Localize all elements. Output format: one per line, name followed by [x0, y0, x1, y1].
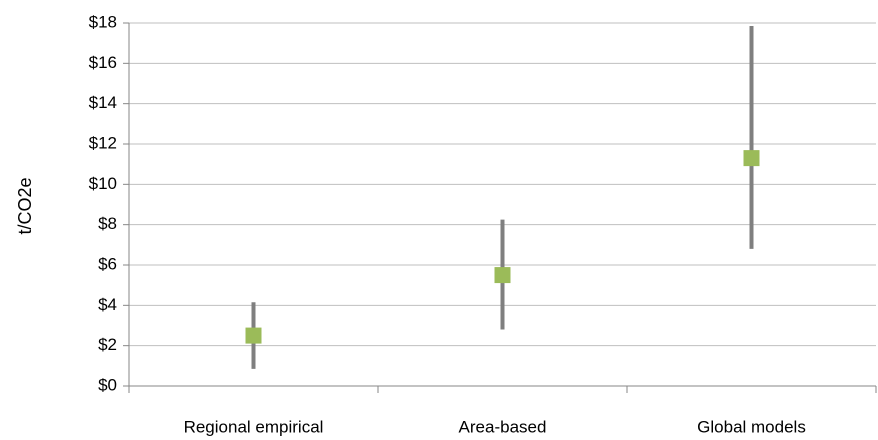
x-tick-labels: Regional empirical Area-based Global model… [184, 417, 806, 436]
y-tick-label: $16 [89, 53, 117, 72]
data-point-marker [495, 267, 511, 283]
y-axis-title: t/CO2e [15, 177, 35, 234]
x-tick-label: Global models [697, 417, 806, 436]
y-tick-label: $2 [98, 335, 117, 354]
y-tick-label: $10 [89, 174, 117, 193]
y-tick-label: $8 [98, 214, 117, 233]
x-tick-label: Area-based [459, 417, 547, 436]
data-point-marker [744, 150, 760, 166]
error-bars [254, 26, 752, 369]
y-tick-label: $6 [98, 254, 117, 273]
data-point-marker [246, 328, 262, 344]
y-tick-label: $14 [89, 93, 117, 112]
y-tick-labels: $0 $2 $4 $6 $8 $10 $12 $14 $16 $18 [89, 12, 117, 394]
y-tick-label: $18 [89, 12, 117, 31]
axes [123, 23, 876, 393]
y-tick-label: $12 [89, 133, 117, 152]
x-tick-label: Regional empirical [184, 417, 324, 436]
y-tick-label: $4 [98, 295, 117, 314]
y-tick-label: $0 [98, 375, 117, 394]
